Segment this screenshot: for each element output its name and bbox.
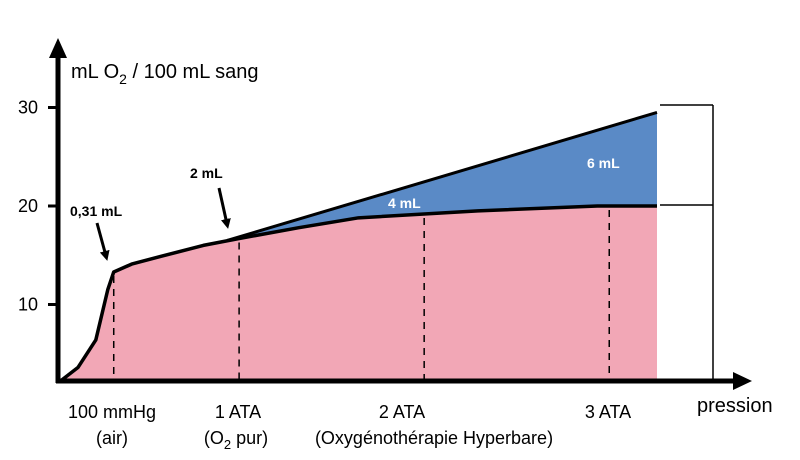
x-label-3ata: 3 ATA	[585, 402, 631, 422]
hemoglobin-curve-line	[58, 204, 657, 383]
annotation-6ml: 6 mL	[587, 155, 620, 171]
dissolved-curve-line	[226, 110, 658, 242]
y-tick-label-20: 20	[18, 196, 38, 216]
x-axis-label: pression	[697, 395, 773, 417]
x-sublabel-o2-pur: (O2 pur)	[204, 428, 268, 452]
x-label-1ata: 1 ATA	[215, 402, 261, 422]
hemoglobin-oxygen-area	[60, 206, 657, 382]
value-bracket	[660, 104, 714, 381]
annotation-4ml: 4 mL	[388, 195, 421, 211]
x-label-hyperbaric: (Oxygénothérapie Hyperbare)	[315, 428, 553, 448]
annotation-0-31ml-arrow-icon	[95, 222, 110, 261]
x-sublabel-air: (air)	[96, 428, 128, 448]
annotation-2ml: 2 mL	[190, 165, 223, 181]
y-tick-label-10: 10	[18, 295, 38, 315]
x-axis-arrow-icon	[733, 372, 752, 390]
y-tick-label-30: 30	[18, 98, 38, 118]
annotation-0-31ml: 0,31 mL	[70, 203, 123, 219]
x-label-100mmhg: 100 mmHg	[68, 402, 156, 422]
y-axis-label: mL O2 / 100 mL sang	[71, 61, 259, 87]
y-axis-arrow-icon	[49, 38, 67, 58]
annotation-2ml-arrow-icon	[217, 187, 231, 229]
x-label-2ata: 2 ATA	[379, 402, 425, 422]
